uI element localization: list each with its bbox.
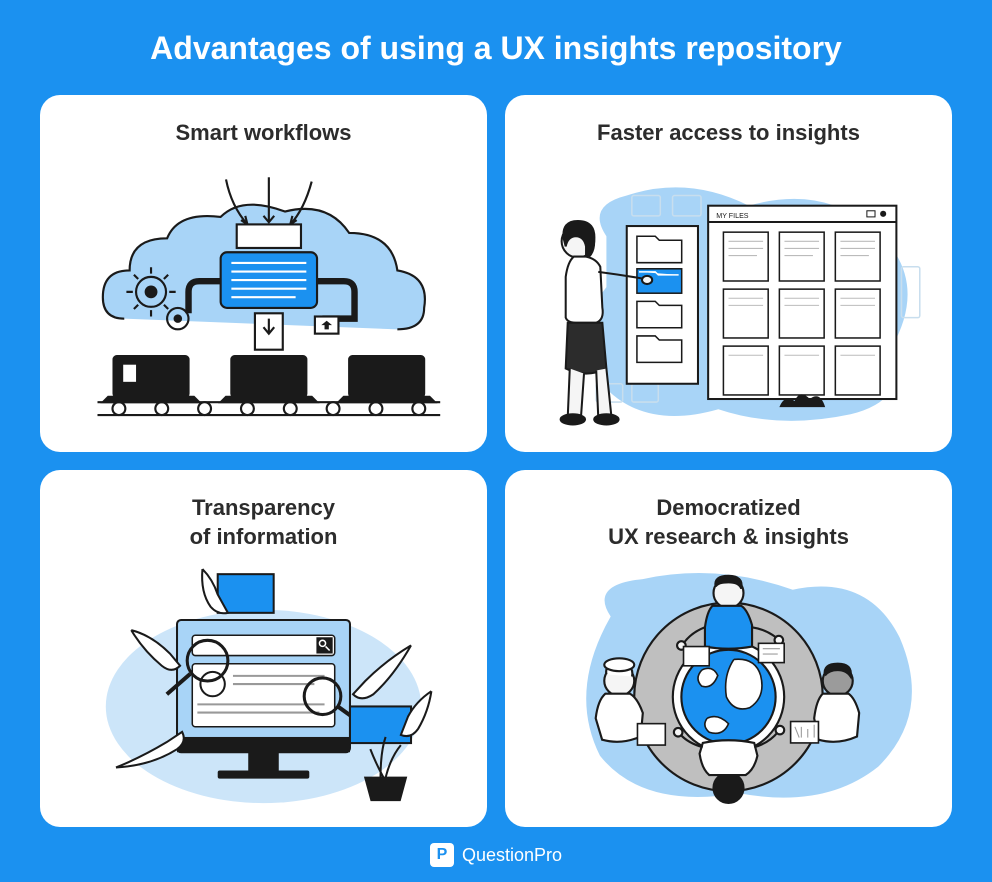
illustration-transparency <box>60 561 467 811</box>
infographic-container: Advantages of using a UX insights reposi… <box>0 0 992 882</box>
card-title: Faster access to insights <box>597 119 860 148</box>
file-access-icon: MY FILES <box>525 165 932 430</box>
card-transparency: Transparency of information <box>40 470 487 827</box>
brand-name: QuestionPro <box>462 845 562 866</box>
team-globe-icon <box>525 563 932 809</box>
card-title: Transparency of information <box>190 494 338 551</box>
transparency-icon <box>60 564 467 808</box>
footer-brand: P QuestionPro <box>40 843 952 867</box>
window-label: MY FILES <box>716 211 749 219</box>
card-smart-workflows: Smart workflows <box>40 95 487 452</box>
card-grid: Smart workflows <box>40 95 952 827</box>
card-faster-access: Faster access to insights <box>505 95 952 452</box>
card-title: Democratized UX research & insights <box>608 494 849 551</box>
main-title: Advantages of using a UX insights reposi… <box>40 30 952 67</box>
card-title: Smart workflows <box>175 119 351 148</box>
workflow-icon <box>60 158 467 436</box>
brand-logo-icon: P <box>430 843 454 867</box>
card-democratized: Democratized UX research & insights <box>505 470 952 827</box>
illustration-smart-workflows <box>60 158 467 436</box>
illustration-faster-access: MY FILES <box>525 158 932 436</box>
illustration-democratized <box>525 561 932 811</box>
